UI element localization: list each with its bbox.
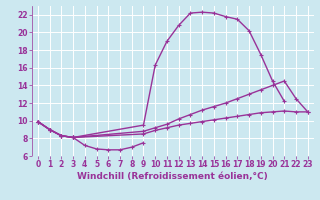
X-axis label: Windchill (Refroidissement éolien,°C): Windchill (Refroidissement éolien,°C) bbox=[77, 172, 268, 181]
